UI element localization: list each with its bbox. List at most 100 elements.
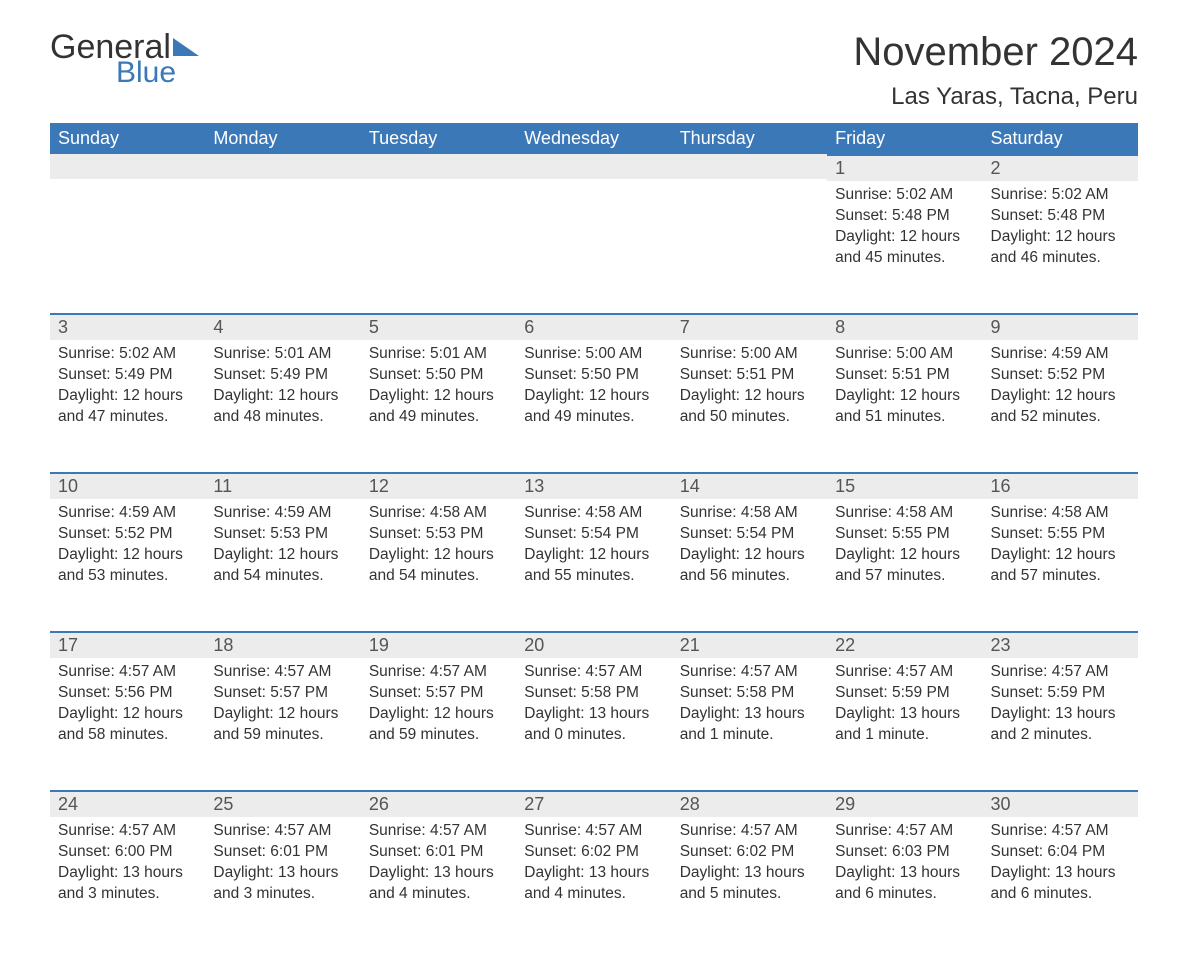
- weekday-header: Monday: [205, 123, 360, 154]
- day-number-cell: 20: [516, 631, 671, 658]
- sunset-text: Sunset: 5:49 PM: [58, 365, 197, 386]
- day-number: 27: [516, 790, 671, 817]
- daylight-line2: and 54 minutes.: [369, 566, 508, 587]
- sunrise-text: Sunrise: 4:57 AM: [213, 662, 352, 683]
- sunrise-text: Sunrise: 4:59 AM: [213, 503, 352, 524]
- sunrise-text: Sunrise: 4:59 AM: [991, 344, 1130, 365]
- sunrise-text: Sunrise: 4:58 AM: [680, 503, 819, 524]
- daylight-line1: Daylight: 13 hours: [369, 863, 508, 884]
- day-body-cell: Sunrise: 4:58 AMSunset: 5:54 PMDaylight:…: [516, 499, 671, 631]
- day-number-cell: 13: [516, 472, 671, 499]
- weekday-header: Thursday: [672, 123, 827, 154]
- sunset-text: Sunset: 5:52 PM: [991, 365, 1130, 386]
- day-body-cell: Sunrise: 5:01 AMSunset: 5:49 PMDaylight:…: [205, 340, 360, 472]
- sunrise-text: Sunrise: 4:57 AM: [680, 821, 819, 842]
- daylight-line2: and 50 minutes.: [680, 407, 819, 428]
- daylight-line1: Daylight: 12 hours: [369, 704, 508, 725]
- weekday-header-row: Sunday Monday Tuesday Wednesday Thursday…: [50, 123, 1138, 154]
- daylight-line2: and 6 minutes.: [991, 884, 1130, 905]
- daylight-line1: Daylight: 12 hours: [369, 386, 508, 407]
- day-number-cell: 12: [361, 472, 516, 499]
- week-body-row: Sunrise: 5:02 AMSunset: 5:49 PMDaylight:…: [50, 340, 1138, 472]
- logo-word-2: Blue: [116, 58, 199, 88]
- daylight-line2: and 57 minutes.: [991, 566, 1130, 587]
- daylight-line1: Daylight: 12 hours: [58, 386, 197, 407]
- day-number-cell: 7: [672, 313, 827, 340]
- day-body: Sunrise: 4:57 AMSunset: 5:58 PMDaylight:…: [516, 658, 671, 756]
- daylight-line2: and 3 minutes.: [58, 884, 197, 905]
- logo: General Blue: [50, 30, 199, 88]
- day-number: 1: [827, 154, 982, 181]
- day-body-cell: Sunrise: 4:59 AMSunset: 5:53 PMDaylight:…: [205, 499, 360, 631]
- sunset-text: Sunset: 5:50 PM: [369, 365, 508, 386]
- day-number: 4: [205, 313, 360, 340]
- day-number: 10: [50, 472, 205, 499]
- day-number-cell: [205, 154, 360, 181]
- daylight-line2: and 52 minutes.: [991, 407, 1130, 428]
- sunrise-text: Sunrise: 4:57 AM: [991, 821, 1130, 842]
- sunset-text: Sunset: 6:04 PM: [991, 842, 1130, 863]
- day-body: Sunrise: 4:57 AMSunset: 5:56 PMDaylight:…: [50, 658, 205, 756]
- sunrise-text: Sunrise: 4:58 AM: [524, 503, 663, 524]
- day-number: 7: [672, 313, 827, 340]
- daylight-line2: and 47 minutes.: [58, 407, 197, 428]
- sunset-text: Sunset: 6:01 PM: [213, 842, 352, 863]
- day-number: 24: [50, 790, 205, 817]
- week-daynum-row: 10111213141516: [50, 472, 1138, 499]
- day-number: 12: [361, 472, 516, 499]
- daylight-line1: Daylight: 12 hours: [680, 386, 819, 407]
- day-body-cell: Sunrise: 5:02 AMSunset: 5:48 PMDaylight:…: [983, 181, 1138, 313]
- day-body-cell: Sunrise: 4:57 AMSunset: 5:56 PMDaylight:…: [50, 658, 205, 790]
- daylight-line1: Daylight: 13 hours: [524, 863, 663, 884]
- weekday-header: Tuesday: [361, 123, 516, 154]
- day-body-cell: Sunrise: 4:57 AMSunset: 6:03 PMDaylight:…: [827, 817, 982, 949]
- day-number-cell: 18: [205, 631, 360, 658]
- day-number: 29: [827, 790, 982, 817]
- day-body-cell: Sunrise: 5:02 AMSunset: 5:48 PMDaylight:…: [827, 181, 982, 313]
- day-body: Sunrise: 4:59 AMSunset: 5:53 PMDaylight:…: [205, 499, 360, 597]
- sunset-text: Sunset: 5:57 PM: [369, 683, 508, 704]
- daylight-line1: Daylight: 12 hours: [58, 545, 197, 566]
- day-number-cell: 3: [50, 313, 205, 340]
- day-number: [516, 154, 671, 179]
- week-daynum-row: 12: [50, 154, 1138, 181]
- day-body-cell: Sunrise: 4:57 AMSunset: 6:02 PMDaylight:…: [516, 817, 671, 949]
- week-daynum-row: 17181920212223: [50, 631, 1138, 658]
- daylight-line2: and 53 minutes.: [58, 566, 197, 587]
- week-body-row: Sunrise: 5:02 AMSunset: 5:48 PMDaylight:…: [50, 181, 1138, 313]
- day-number: [672, 154, 827, 179]
- sunset-text: Sunset: 5:54 PM: [524, 524, 663, 545]
- daylight-line1: Daylight: 12 hours: [991, 545, 1130, 566]
- daylight-line1: Daylight: 12 hours: [58, 704, 197, 725]
- daylight-line1: Daylight: 13 hours: [680, 704, 819, 725]
- daylight-line2: and 57 minutes.: [835, 566, 974, 587]
- daylight-line2: and 54 minutes.: [213, 566, 352, 587]
- day-body: Sunrise: 4:57 AMSunset: 6:03 PMDaylight:…: [827, 817, 982, 915]
- day-body: Sunrise: 4:57 AMSunset: 5:58 PMDaylight:…: [672, 658, 827, 756]
- day-number-cell: 23: [983, 631, 1138, 658]
- day-number: 16: [983, 472, 1138, 499]
- day-body-cell: Sunrise: 4:58 AMSunset: 5:54 PMDaylight:…: [672, 499, 827, 631]
- day-number: [50, 154, 205, 179]
- day-number-cell: 15: [827, 472, 982, 499]
- daylight-line1: Daylight: 12 hours: [991, 386, 1130, 407]
- sunset-text: Sunset: 5:49 PM: [213, 365, 352, 386]
- day-number: 18: [205, 631, 360, 658]
- sunrise-text: Sunrise: 4:58 AM: [369, 503, 508, 524]
- day-number: 3: [50, 313, 205, 340]
- day-body: Sunrise: 4:58 AMSunset: 5:55 PMDaylight:…: [983, 499, 1138, 597]
- daylight-line1: Daylight: 12 hours: [524, 545, 663, 566]
- day-body: Sunrise: 5:02 AMSunset: 5:48 PMDaylight:…: [827, 181, 982, 279]
- day-body: Sunrise: 4:57 AMSunset: 5:57 PMDaylight:…: [361, 658, 516, 756]
- daylight-line2: and 6 minutes.: [835, 884, 974, 905]
- day-number: 9: [983, 313, 1138, 340]
- daylight-line1: Daylight: 12 hours: [213, 386, 352, 407]
- day-body-cell: [205, 181, 360, 313]
- sunset-text: Sunset: 5:59 PM: [835, 683, 974, 704]
- daylight-line2: and 51 minutes.: [835, 407, 974, 428]
- daylight-line2: and 45 minutes.: [835, 248, 974, 269]
- day-body: Sunrise: 5:00 AMSunset: 5:50 PMDaylight:…: [516, 340, 671, 438]
- day-number-cell: 19: [361, 631, 516, 658]
- sunset-text: Sunset: 5:55 PM: [991, 524, 1130, 545]
- day-body-cell: Sunrise: 4:58 AMSunset: 5:55 PMDaylight:…: [827, 499, 982, 631]
